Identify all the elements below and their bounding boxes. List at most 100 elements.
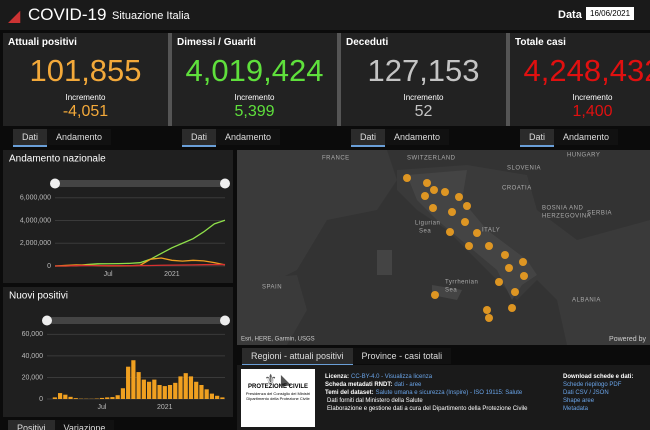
download-link[interactable]: Schede riepilogo PDF xyxy=(563,382,622,388)
tab[interactable]: Dati xyxy=(520,129,555,147)
map-label: Ligurian xyxy=(415,221,440,227)
increment-label: Incremento xyxy=(65,93,106,102)
tab[interactable]: Positivi xyxy=(8,420,55,430)
increment-label: Incremento xyxy=(572,93,613,102)
region-dot xyxy=(431,291,439,299)
card-value: 4,248,432 xyxy=(523,53,650,88)
region-dot xyxy=(465,242,473,250)
card: Totale casi 4,248,432 Incremento 1,400 xyxy=(510,33,650,126)
card: Dimessi / Guariti 4,019,424 Incremento 5,39… xyxy=(172,33,341,126)
download-link[interactable]: Metadata xyxy=(563,406,589,412)
bar xyxy=(110,397,115,399)
bar xyxy=(136,372,141,399)
region-dot xyxy=(461,218,469,226)
info: Licenza: CC-BY-4.0 - Visualizza licenza Sc… xyxy=(325,373,527,413)
card-title: Attuali positivi xyxy=(8,37,77,48)
tab[interactable]: Andamento xyxy=(554,129,619,145)
date-picker[interactable]: 16/06/2021 xyxy=(586,7,635,20)
card-tabs: Dati Andamento xyxy=(351,127,450,147)
trend-panel: Andamento nazionale 0 2,000,000 4,000,000 6,… xyxy=(3,150,233,283)
series-line xyxy=(54,263,226,267)
map-tabs: Regioni - attuali positivi Province - cas… xyxy=(242,346,452,366)
bar xyxy=(152,379,157,399)
bar xyxy=(215,395,220,399)
downloads: Download schede e dati: Schede riepilogo… xyxy=(563,373,633,413)
bar xyxy=(141,379,146,399)
tab[interactable]: Dati xyxy=(13,129,48,147)
tab[interactable]: Dati xyxy=(351,129,386,147)
title: COVID-19 xyxy=(28,5,107,24)
bar xyxy=(188,376,194,399)
x-tick-label: Jul xyxy=(104,271,113,278)
region-dot xyxy=(519,258,527,266)
bar xyxy=(183,373,188,399)
tab[interactable]: Regioni - attuali positivi xyxy=(242,348,353,366)
download-title: Download schede e dati: xyxy=(563,374,634,380)
tab[interactable]: Andamento xyxy=(385,129,450,145)
card-title: Dimessi / Guariti xyxy=(177,37,256,48)
map-label: Tyrrhenian xyxy=(445,280,478,286)
attribution: Esri, HERE, Garmin, USGS xyxy=(241,337,315,343)
slider-handle xyxy=(220,178,230,189)
new-cases-chart: Nuovi positivi 0 20,000 40,000 60,000 Jul 2021 xyxy=(9,291,230,411)
tab[interactable]: Andamento xyxy=(216,129,281,145)
chart-title: Andamento nazionale xyxy=(9,154,106,165)
range-slider xyxy=(55,180,225,187)
tab[interactable]: Dati xyxy=(182,129,217,147)
card-title: Totale casi xyxy=(515,37,566,48)
region-dot xyxy=(463,202,471,210)
bar xyxy=(199,385,204,399)
y-tick-label: 40,000 xyxy=(22,353,44,360)
download-link[interactable]: Shape aree xyxy=(563,398,595,404)
map-label: ITALY xyxy=(482,228,500,234)
tab[interactable]: Province - casi totali xyxy=(352,348,452,364)
increment: 52 xyxy=(414,103,433,120)
bar xyxy=(204,389,209,399)
bar xyxy=(126,366,131,399)
region-dot xyxy=(473,229,481,237)
slider-handle xyxy=(220,315,230,326)
info-key: Licenza: xyxy=(325,374,350,380)
region-dot xyxy=(508,304,516,312)
increment: -4,051 xyxy=(62,103,109,120)
region-dot xyxy=(429,204,437,212)
info-row: Temi del dataset: Salute umana e sicurezz… xyxy=(325,389,527,397)
download-link[interactable]: Dati CSV / JSON xyxy=(563,390,609,396)
increment-label: Incremento xyxy=(234,93,275,102)
y-tick-label: 20,000 xyxy=(22,374,44,381)
subtitle: Situazione Italia xyxy=(112,10,190,22)
info-row: Dati forniti dal Ministero della Salute xyxy=(325,397,527,405)
slider-handle xyxy=(42,315,52,326)
region-dot xyxy=(448,208,456,216)
bar xyxy=(194,381,199,399)
card-tabs: Dati Andamento xyxy=(182,127,281,147)
bar xyxy=(167,385,173,399)
region-dot xyxy=(485,242,493,250)
bar xyxy=(220,397,225,399)
map[interactable]: FRANCE SWITZERLAND SLOVENIA HUNGARY CROATIA B… xyxy=(237,150,650,345)
region-dot xyxy=(403,174,411,182)
y-tick-label: 2,000,000 xyxy=(20,240,51,247)
new-cases-panel: Nuovi positivi 0 20,000 40,000 60,000 Jul 2021 xyxy=(3,287,233,417)
bar xyxy=(173,382,178,399)
y-tick-label: 6,000,000 xyxy=(20,195,51,202)
bar xyxy=(99,397,105,399)
y-tick-label: 4,000,000 xyxy=(20,217,51,224)
logo-icon: ◢ xyxy=(8,8,21,25)
slider-handle xyxy=(50,178,60,189)
region-dot xyxy=(455,193,463,201)
bar xyxy=(52,397,57,399)
logo-sub: Presidenza del Consiglio dei Ministri xyxy=(245,391,311,396)
map-label: CROATIA xyxy=(502,186,532,192)
y-tick-label: 0 xyxy=(39,396,43,403)
map-label: SPAIN xyxy=(262,285,282,291)
increment-label: Incremento xyxy=(403,93,444,102)
bar xyxy=(57,393,63,399)
info-key: Temi del dataset: xyxy=(325,390,374,396)
trend-chart: Andamento nazionale 0 2,000,000 4,000,000 6,… xyxy=(9,154,230,278)
bar xyxy=(115,395,120,399)
card: Deceduti 127,153 Incremento 52 xyxy=(341,33,510,126)
tab[interactable]: Andamento xyxy=(47,129,112,145)
tab[interactable]: Variazione xyxy=(54,420,115,430)
y-tick-label: 0 xyxy=(47,263,51,270)
